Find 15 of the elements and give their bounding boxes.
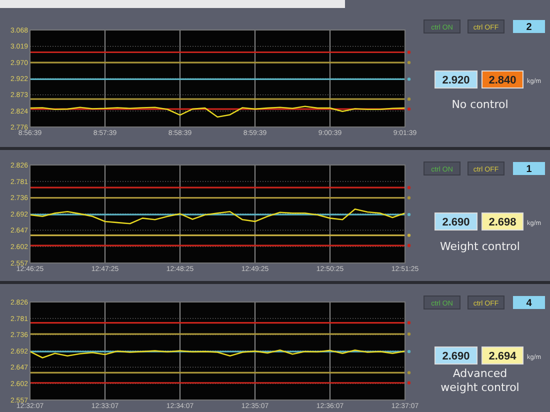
number-field: 4	[513, 296, 545, 309]
text: Advanced weight control	[440, 367, 520, 394]
text: No control	[452, 98, 508, 111]
readout-field: 2.840	[482, 70, 524, 88]
number-field: 1	[513, 162, 545, 175]
readout-field: 2.698	[482, 212, 524, 230]
line-series	[29, 349, 406, 358]
readout-field: 2.694	[482, 346, 524, 364]
line-series	[29, 106, 406, 118]
readout-field: 2.690	[434, 346, 478, 364]
readout-field: 2.690	[434, 212, 478, 230]
line-series	[29, 208, 406, 224]
text: Weight control	[440, 240, 520, 253]
readout-field: 2.920	[434, 70, 478, 88]
number-field: 2	[513, 20, 545, 33]
